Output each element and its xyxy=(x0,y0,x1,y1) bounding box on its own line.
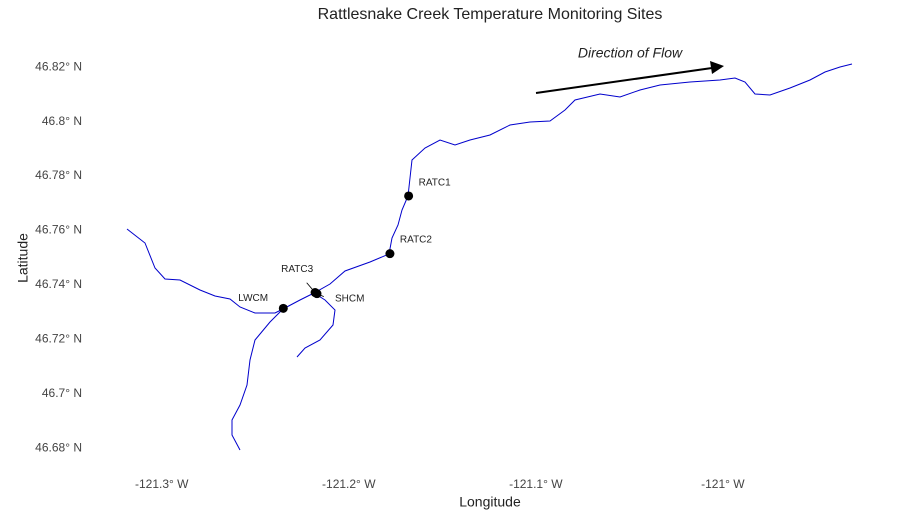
x-tick-label: -121.1° W xyxy=(509,477,563,491)
y-tick-label: 46.74° N xyxy=(35,277,82,291)
y-tick-label: 46.68° N xyxy=(35,440,82,454)
site-marker xyxy=(404,191,414,201)
site-label: RATC2 xyxy=(400,234,432,245)
main-stem xyxy=(126,63,853,314)
x-tick-label: -121.2° W xyxy=(322,477,376,491)
site-label: RATC3 xyxy=(281,264,313,275)
y-tick-label: 46.76° N xyxy=(35,223,82,237)
site-marker xyxy=(312,289,322,299)
site-label: LWCM xyxy=(238,293,268,304)
site-marker xyxy=(278,303,288,313)
y-tick-label: 46.78° N xyxy=(35,168,82,182)
flow-arrow-head xyxy=(710,61,724,74)
site-label: RATC1 xyxy=(419,178,451,189)
y-tick-label: 46.72° N xyxy=(35,332,82,346)
x-tick-label: -121.3° W xyxy=(135,477,189,491)
y-tick-label: 46.7° N xyxy=(42,386,82,400)
flow-arrow xyxy=(535,67,713,94)
x-axis-title: Longitude xyxy=(459,494,521,510)
y-tick-label: 46.82° N xyxy=(35,59,82,73)
shcm-tributary xyxy=(296,292,336,358)
x-tick-label: -121° W xyxy=(701,477,745,491)
map-title: Rattlesnake Creek Temperature Monitoring… xyxy=(318,6,663,23)
site-label: SHCM xyxy=(335,293,364,304)
annotation: Direction of Flow xyxy=(578,45,683,61)
site-marker xyxy=(385,249,395,259)
river xyxy=(126,63,853,451)
y-axis-title: Latitude xyxy=(15,233,31,283)
south-tributary xyxy=(231,308,284,451)
y-tick-label: 46.8° N xyxy=(42,114,82,128)
